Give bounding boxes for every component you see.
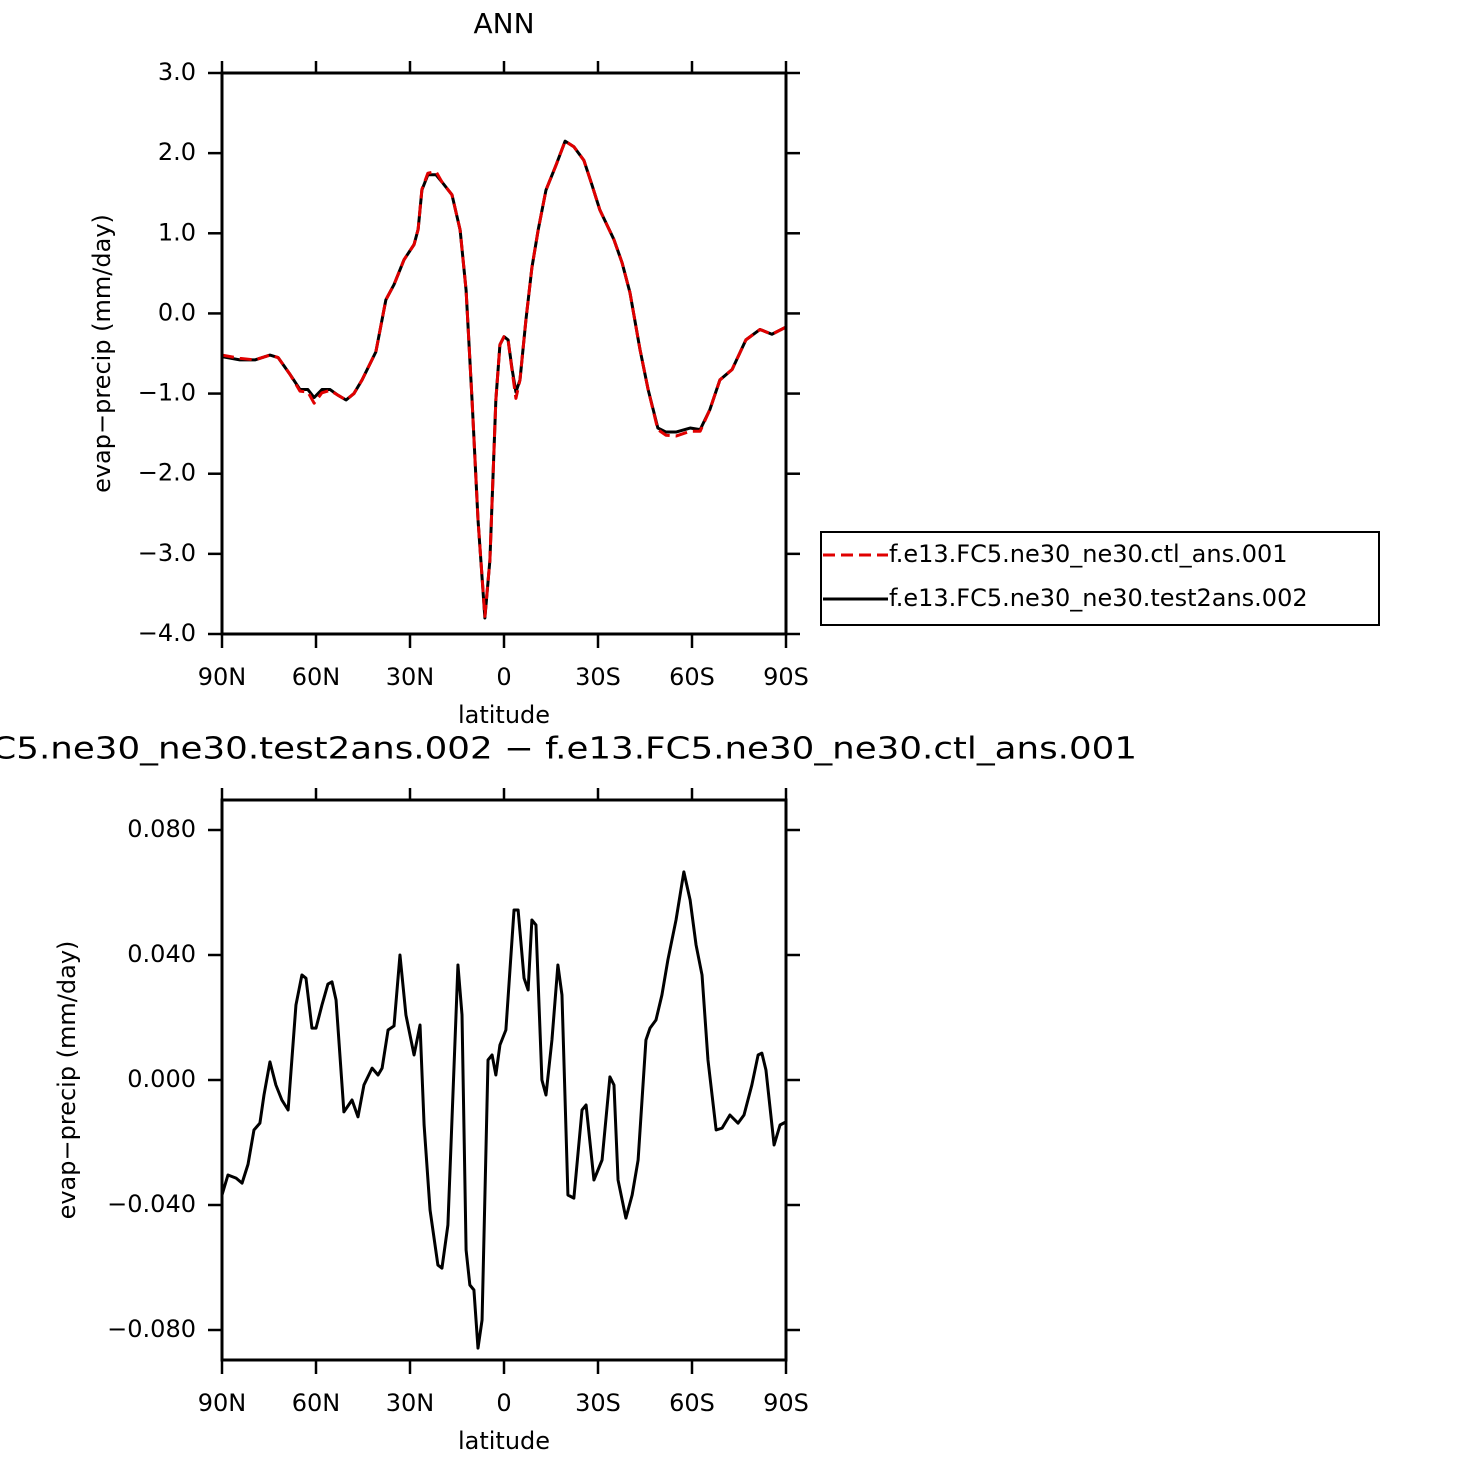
x-tick-label: 30S	[575, 1389, 621, 1417]
legend-label: f.e13.FC5.ne30_ne30.test2ans.002	[889, 584, 1308, 612]
x-axis-label: latitude	[458, 701, 550, 729]
x-tick-label: 60S	[669, 1389, 715, 1417]
y-tick-label: −4.0	[138, 619, 196, 647]
plot-frame	[220, 71, 788, 636]
y-axis-label: evap−precip (mm/day)	[88, 214, 116, 493]
y-tick-label: −0.040	[107, 1190, 196, 1218]
data-line	[221, 139, 787, 618]
x-tick-label: 90S	[763, 1389, 809, 1417]
y-tick-label: 0.000	[127, 1065, 196, 1093]
x-axis-label: latitude	[458, 1427, 550, 1455]
y-tick-label: −0.080	[107, 1315, 196, 1343]
x-tick-label: 90N	[198, 1389, 247, 1417]
x-tick-label: 30S	[575, 663, 621, 691]
data-line	[221, 139, 787, 620]
y-tick-label: −3.0	[138, 539, 196, 567]
legend-box	[820, 531, 1380, 626]
y-tick-label: −2.0	[138, 459, 196, 487]
x-tick-label: 60S	[669, 663, 715, 691]
x-tick-label: 0	[496, 1389, 511, 1417]
plot-frame	[220, 798, 788, 1362]
x-tick-label: 30N	[386, 1389, 435, 1417]
x-tick-label: 0	[496, 663, 511, 691]
x-tick-label: 90S	[763, 663, 809, 691]
legend-label: f.e13.FC5.ne30_ne30.ctl_ans.001	[889, 540, 1288, 568]
y-axis-label: evap−precip (mm/day)	[53, 941, 81, 1220]
x-tick-label: 30N	[386, 663, 435, 691]
chart-title: f.e13.FC5.ne30_ne30.test2ans.002 − f.e13…	[0, 732, 1137, 767]
y-tick-label: 0.0	[158, 298, 196, 326]
y-tick-label: 0.040	[127, 940, 196, 968]
y-tick-label: 0.080	[127, 815, 196, 843]
x-tick-label: 90N	[198, 663, 247, 691]
y-tick-label: −1.0	[138, 379, 196, 407]
x-tick-label: 60N	[292, 1389, 341, 1417]
data-line	[220, 870, 787, 1350]
x-tick-label: 60N	[292, 663, 341, 691]
y-tick-label: 3.0	[158, 58, 196, 86]
y-tick-label: 2.0	[158, 138, 196, 166]
y-tick-label: 1.0	[158, 218, 196, 246]
chart-title: ANN	[473, 7, 534, 40]
